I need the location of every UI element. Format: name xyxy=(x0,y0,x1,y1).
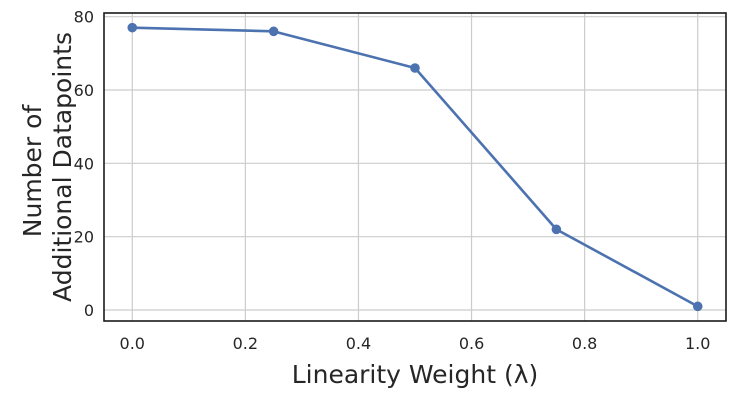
y-tick-labels: 0 20 40 60 80 xyxy=(74,8,94,320)
x-tick-label: 0.2 xyxy=(233,334,258,353)
data-point xyxy=(551,224,562,235)
x-tick-label: 0.6 xyxy=(459,334,484,353)
y-tick-label: 20 xyxy=(74,228,94,247)
y-axis-label: Number of Additional Datapoints xyxy=(18,32,77,302)
plot-frame xyxy=(103,12,727,322)
x-tick-label: 0.4 xyxy=(346,334,371,353)
x-tick-label: 0.0 xyxy=(120,334,145,353)
y-axis-label-line-2: Additional Datapoints xyxy=(48,32,77,302)
x-tick-label: 0.8 xyxy=(572,334,597,353)
x-axis-label: Linearity Weight (λ) xyxy=(292,360,539,389)
series-layer xyxy=(127,22,703,312)
data-point xyxy=(692,301,703,312)
grid xyxy=(104,13,726,321)
y-tick-label: 60 xyxy=(74,81,94,100)
data-point xyxy=(127,22,138,33)
data-point xyxy=(410,63,420,73)
x-tick-labels: 0.0 0.2 0.4 0.6 0.8 1.0 xyxy=(120,334,711,353)
y-tick-label: 80 xyxy=(74,8,94,27)
data-point xyxy=(268,26,279,37)
y-tick-label: 40 xyxy=(74,154,94,173)
y-axis-label-line-1: Number of xyxy=(18,104,47,238)
x-tick-label: 1.0 xyxy=(685,334,710,353)
y-tick-label: 0 xyxy=(84,301,94,320)
